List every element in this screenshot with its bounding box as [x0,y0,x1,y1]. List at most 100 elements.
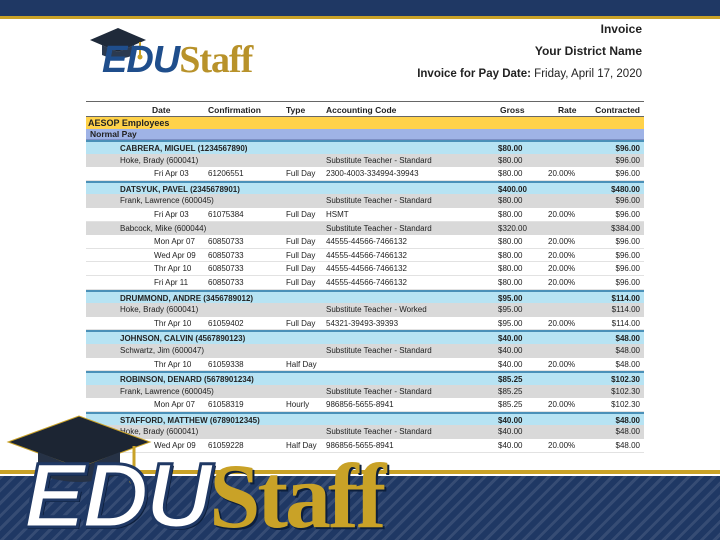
col-date: Date [152,105,171,115]
substitute-name: Schwartz, Jim (600047) [120,345,205,355]
logo-large-staff: Staff [209,445,386,540]
type-cell: Full Day [286,318,316,328]
district-name: Your District Name [534,44,642,58]
edustaff-logo-large: EDUStaff [0,412,420,540]
pay-date-value: Friday, April 17, 2020 [534,68,642,80]
logo-large-edu: EDU [22,445,213,540]
employee-name: CABRERA, MIGUEL (1234567890) [120,144,248,153]
gross-cell: $95.00 [498,305,523,315]
pay-date-line: Invoice for Pay Date: Friday, April 17, … [417,68,642,80]
col-type: Type [286,105,306,115]
gross-cell: $80.00 [498,237,523,247]
edustaff-logo-small: EDUStaff [86,24,286,81]
substitute-row: Hoke, Brady (600041) Substitute Teacher -… [86,425,644,440]
confirmation-cell: 61059338 [208,359,244,369]
contracted-cell: $96.00 [615,144,640,153]
contracted-cell: $384.00 [611,223,640,233]
employee-name: JOHNSON, CALVIN (4567890123) [120,334,246,344]
substitute-name: Hoke, Brady (600041) [120,305,199,315]
contracted-cell: $102.30 [611,386,640,396]
contracted-cell: $96.00 [615,155,640,165]
gross-cell: $80.00 [498,155,523,165]
confirmation-cell: 61058319 [208,400,244,410]
employee-row: ROBINSON, DENARD (5678901234) $85.25 $102.… [86,371,644,385]
col-gross: Gross [500,105,525,115]
contracted-cell: $96.00 [615,264,640,274]
rate-cell: 20.00% [548,441,576,451]
employee-name: DATSYUK, PAVEL (2345678901) [120,184,240,194]
accounting-code: 986856-5655-8941 [326,441,394,451]
gross-cell: $80.00 [498,169,523,179]
date-cell: Fri Apr 11 [154,277,189,287]
accounting-code: 44555-44566-7466132 [326,237,407,247]
accounting-code: Substitute Teacher - Standard [326,386,432,396]
type-cell: Full Day [286,277,316,287]
rate-cell: 20.00% [548,359,576,369]
contracted-cell: $96.00 [615,169,640,179]
employee-row: JOHNSON, CALVIN (4567890123) $40.00 $48.00 [86,330,644,344]
substitute-row: Hoke, Brady (600041) Substitute Teacher -… [86,153,644,168]
gross-cell: $80.00 [498,196,523,206]
gross-cell: $80.00 [498,144,523,153]
contracted-cell: $48.00 [615,415,640,425]
gross-cell: $95.00 [498,318,523,328]
employee-name: STAFFORD, MATTHEW (6789012345) [120,415,260,425]
detail-row: Thr Apr 10 61059338 Half Day 20.00% $40.00 $4… [86,357,644,372]
table-header: Date Confirmation Type Accounting Code G… [86,101,644,117]
accounting-code: Substitute Teacher - Standard [326,155,432,165]
contracted-cell: $48.00 [615,334,640,344]
accounting-code: Substitute Teacher - Standard [326,427,432,437]
accounting-code: HSMT [326,209,349,219]
top-gold-rule [0,16,720,19]
substitute-row: Schwartz, Jim (600047) Substitute Teacher… [86,343,644,358]
gross-cell: $80.00 [498,209,523,219]
bottom-banner [0,476,720,540]
type-cell: Full Day [286,237,316,247]
accounting-code: 44555-44566-7466132 [326,250,407,260]
detail-row: Mon Apr 07 61058319 Hourly 986856-5655-8941… [86,398,644,412]
accounting-code: 2300-4003-334994-39943 [326,169,419,179]
accounting-code: Substitute Teacher - Standard [326,196,432,206]
detail-row: Thr Apr 10 61059402 Full Day 54321-39493-39… [86,316,644,331]
detail-row: Mon Apr 07 60850733 Full Day 44555-44566-74… [86,235,644,249]
contracted-cell: $96.00 [615,250,640,260]
confirmation-cell: 60850733 [208,264,244,274]
confirmation-cell: 60850733 [208,250,244,260]
date-cell: Fri Apr 03 [154,209,189,219]
employee-row: DATSYUK, PAVEL (2345678901) $400.00 $480.0… [86,180,644,195]
employee-row: CABRERA, MIGUEL (1234567890) $80.00 $96.00 [86,140,644,154]
substitute-name: Hoke, Brady (600041) [120,427,199,437]
date-cell: Mon Apr 07 [154,237,195,247]
confirmation-cell: 61206551 [208,169,244,179]
contracted-cell: $48.00 [615,441,640,451]
contracted-cell: $48.00 [615,427,640,437]
rate-cell: 20.00% [548,400,576,410]
accounting-code: Substitute Teacher - Worked [326,305,427,315]
confirmation-cell: 60850733 [208,277,244,287]
gross-cell: $95.00 [498,293,523,303]
substitute-row: Hoke, Brady (600041) Substitute Teacher -… [86,303,644,317]
gross-cell: $40.00 [498,334,523,344]
rate-cell: 20.00% [548,250,576,260]
substitute-row: Frank, Lawrence (600045) Substitute Teach… [86,384,644,399]
type-cell: Full Day [286,169,316,179]
substitute-name: Hoke, Brady (600041) [120,155,199,165]
col-contracted: Contracted [595,105,640,115]
col-rate: Rate [558,105,577,115]
detail-row: Fri Apr 11 60850733 Full Day 44555-44566-74… [86,275,644,290]
date-cell: Mon Apr 07 [154,400,195,410]
graduation-cap-large-icon [6,415,152,485]
gross-cell: $320.00 [498,223,527,233]
accounting-code: 44555-44566-7466132 [326,277,407,287]
gross-cell: $40.00 [498,345,523,355]
confirmation-cell: 61059402 [208,318,244,328]
detail-row: Wed Apr 09 60850733 Full Day 44555-44566-74… [86,248,644,263]
date-cell: Fri Apr 03 [154,169,189,179]
date-cell: Thr Apr 10 [154,318,192,328]
contracted-cell: $48.00 [615,345,640,355]
type-cell: Half Day [286,441,317,451]
contracted-cell: $48.00 [615,359,640,369]
bottom-gold-rule [0,470,720,474]
type-cell: Half Day [286,359,317,369]
graduation-cap-icon [90,28,146,60]
